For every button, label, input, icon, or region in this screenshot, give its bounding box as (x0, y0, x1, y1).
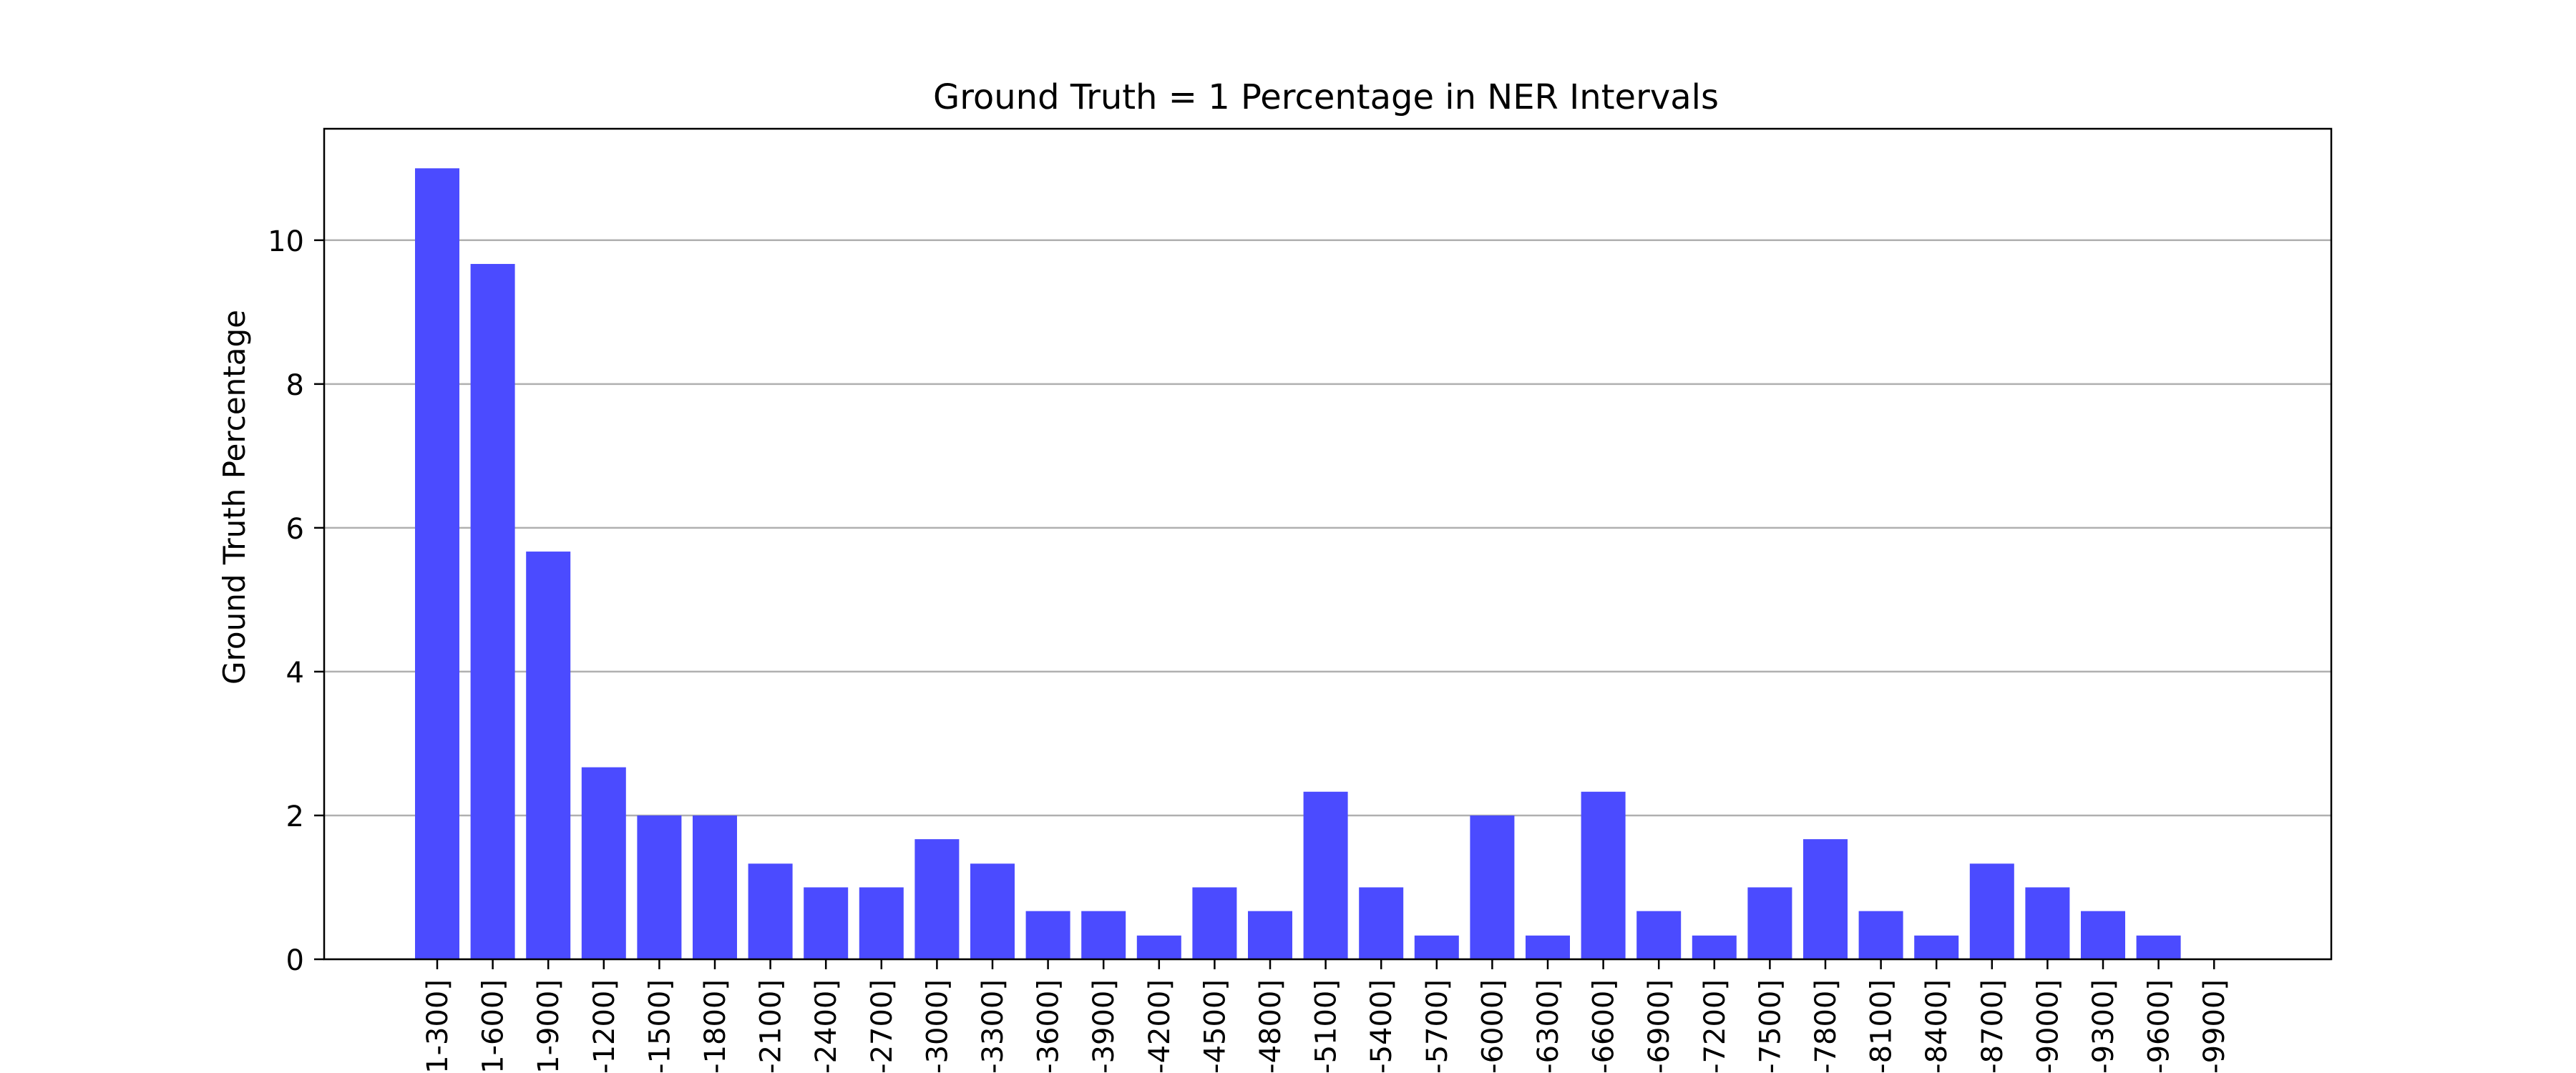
bar (1025, 911, 1070, 959)
x-tick-label: -8100] (1865, 979, 1898, 1073)
x-tick-label: -6900] (1643, 979, 1676, 1073)
bar (1803, 839, 1848, 959)
x-tick-label: -1800] (699, 979, 732, 1073)
y-tick-label: 0 (286, 944, 304, 977)
y-tick-label: 8 (286, 369, 304, 402)
x-tick-label: -9900] (2198, 979, 2231, 1073)
x-tick-label: -4500] (1199, 979, 1231, 1073)
x-tick-label: -4200] (1143, 979, 1176, 1073)
plot-frame (323, 127, 2333, 961)
x-tick-label: -8400] (1921, 979, 1953, 1073)
bar (1858, 911, 1903, 959)
x-tick-label: -6000] (1476, 979, 1509, 1073)
x-tick-label: -3900] (1088, 979, 1121, 1073)
x-tick-label: -5700] (1421, 979, 1454, 1073)
x-tick-label: 1-300] (421, 979, 454, 1073)
x-tick-label: 1-900] (532, 979, 565, 1073)
x-tick-label: -9300] (2087, 979, 2120, 1073)
bar (526, 552, 571, 959)
bar (2025, 887, 2070, 959)
bar (1636, 911, 1682, 959)
x-tick-label: 1-600] (477, 979, 510, 1073)
x-tick-label: -9600] (2143, 979, 2176, 1073)
y-tick-label: 10 (268, 225, 304, 258)
bar (2136, 935, 2181, 959)
y-tick-label: 4 (286, 657, 304, 690)
x-tick-label: -6300] (1532, 979, 1565, 1073)
bar (637, 815, 682, 959)
bar (1248, 911, 1292, 959)
x-tick-label: -6600] (1588, 979, 1621, 1073)
bars (415, 168, 2181, 959)
bar (1192, 887, 1237, 959)
bar (1303, 791, 1348, 959)
x-tick-label: -9000] (2031, 979, 2064, 1073)
x-tick-label: -1500] (643, 979, 676, 1073)
x-tick-label: -7500] (1754, 979, 1787, 1073)
bar (859, 887, 904, 959)
bar (1747, 887, 1792, 959)
x-tick-label: -7800] (1810, 979, 1843, 1073)
bar (1470, 815, 1515, 959)
bar (1414, 935, 1459, 959)
x-axis-ticks: 1-300] 1-600] 1-900] -1200] -1500] -1800] -210… (421, 959, 2231, 1073)
chart-title: Ground Truth = 1 Percentage in NER Inter… (933, 77, 1719, 117)
x-tick-label: -3300] (977, 979, 1010, 1073)
bar (693, 815, 737, 959)
bar (415, 168, 459, 959)
x-tick-label: -2700] (866, 979, 899, 1073)
y-axis-ticks: 0 2 4 6 8 10 (268, 225, 324, 977)
x-tick-label: -5100] (1310, 979, 1343, 1073)
y-tick-label: 6 (286, 513, 304, 546)
y-tick-label: 2 (286, 800, 304, 833)
x-tick-label: -1200] (588, 979, 621, 1073)
bar (581, 767, 626, 959)
x-tick-label: -2100] (755, 979, 788, 1073)
bar (748, 863, 793, 959)
bar (1692, 935, 1737, 959)
bar (1136, 935, 1181, 959)
bar (1526, 935, 1570, 959)
bar (914, 839, 960, 959)
x-tick-label: -8700] (1976, 979, 2009, 1073)
bar (804, 887, 849, 959)
bar (1969, 863, 2014, 959)
x-tick-label: -4800] (1254, 979, 1287, 1073)
bar (1359, 887, 1404, 959)
x-tick-label: -3600] (1033, 979, 1065, 1073)
x-tick-label: -2400] (810, 979, 843, 1073)
x-tick-label: -5400] (1365, 979, 1398, 1073)
bar (470, 263, 515, 959)
bar (2081, 911, 2125, 959)
bar (1081, 911, 1126, 959)
y-axis-label: Ground Truth Percentage (217, 310, 252, 685)
x-tick-label: -3000] (921, 979, 954, 1073)
bar (1914, 935, 1959, 959)
x-tick-label: -7200] (1699, 979, 1732, 1073)
bar (1581, 791, 1626, 959)
bar (970, 863, 1015, 959)
